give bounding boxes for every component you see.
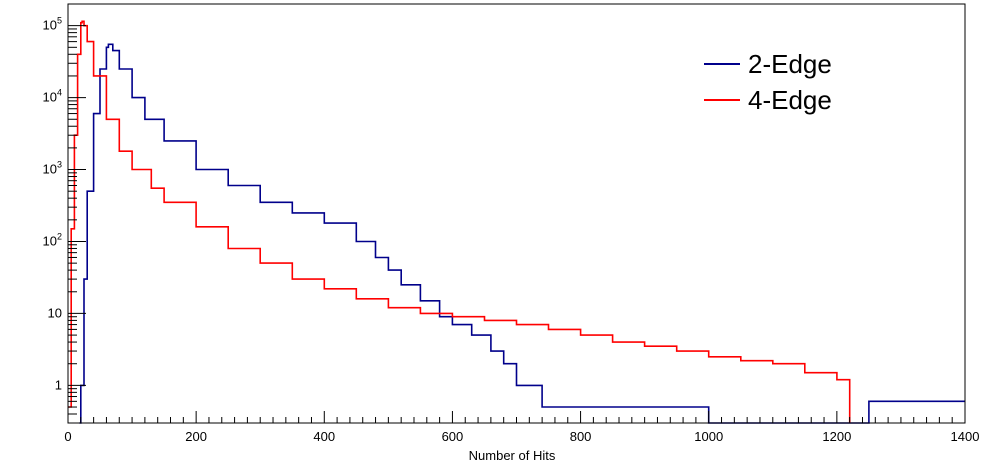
x-tick-label: 400	[313, 429, 335, 444]
x-tick-label: 1400	[951, 429, 980, 444]
series-line-2-edge	[79, 43, 965, 424]
legend-label: 4-Edge	[748, 85, 832, 115]
x-tick-label: 800	[570, 429, 592, 444]
series-line-4-edge	[68, 20, 851, 423]
series-layer	[68, 20, 965, 424]
x-axis-title: Number of Hits	[469, 448, 556, 463]
y-tick-label: 10	[48, 305, 62, 320]
legend-label: 2-Edge	[748, 49, 832, 79]
x-tick-label: 0	[64, 429, 71, 444]
x-tick-label: 600	[442, 429, 464, 444]
x-tick-label: 200	[185, 429, 207, 444]
x-tick-label: 1200	[822, 429, 851, 444]
y-tick-label: 1	[55, 377, 62, 392]
x-tick-label: 1000	[694, 429, 723, 444]
x-axis: 0 200 400 600 800 1000 1200 1400	[64, 411, 979, 444]
legend: 2-Edge 4-Edge	[704, 49, 832, 115]
